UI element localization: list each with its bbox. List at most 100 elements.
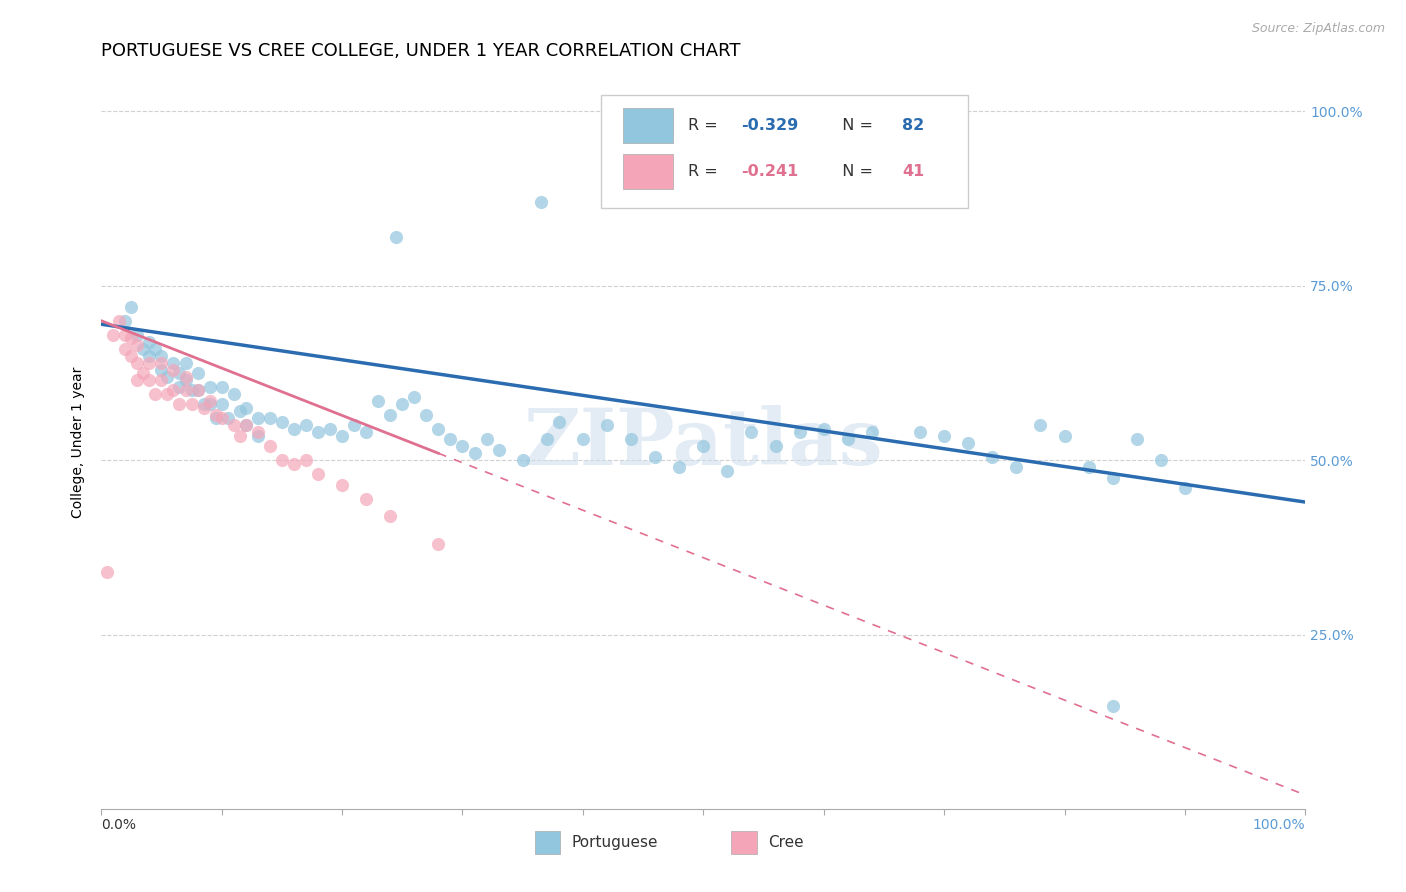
Point: [307, 467, 329, 482]
Point: [114, 314, 136, 328]
Point: [343, 418, 366, 433]
Point: [211, 397, 233, 411]
Point: [103, 327, 125, 342]
Point: [934, 429, 956, 443]
Point: [138, 334, 160, 349]
Point: [367, 393, 389, 408]
Point: [193, 401, 215, 415]
Point: [235, 401, 257, 415]
Point: [127, 327, 149, 342]
Point: [716, 464, 738, 478]
Point: [114, 327, 136, 342]
Point: [1005, 460, 1028, 475]
Point: [145, 387, 167, 401]
Point: [120, 300, 142, 314]
Point: [295, 453, 318, 467]
Text: PORTUGUESE VS CREE COLLEGE, UNDER 1 YEAR CORRELATION CHART: PORTUGUESE VS CREE COLLEGE, UNDER 1 YEAR…: [101, 42, 741, 60]
Point: [246, 411, 269, 425]
Point: [127, 338, 149, 352]
Text: Source: ZipAtlas.com: Source: ZipAtlas.com: [1251, 22, 1385, 36]
Point: [295, 418, 318, 433]
Text: R =: R =: [688, 164, 723, 179]
Point: [380, 509, 402, 524]
Point: [174, 384, 197, 398]
Point: [283, 422, 305, 436]
Point: [451, 439, 474, 453]
Text: 82: 82: [903, 118, 924, 133]
Point: [211, 380, 233, 394]
Point: [198, 393, 221, 408]
Point: [1101, 698, 1123, 713]
Point: [120, 331, 142, 345]
Point: [354, 425, 377, 440]
Point: [127, 355, 149, 369]
Point: [138, 349, 160, 363]
Point: [547, 415, 569, 429]
Point: [222, 418, 245, 433]
Text: -0.329: -0.329: [741, 118, 797, 133]
Point: [120, 349, 142, 363]
Point: [162, 355, 184, 369]
Text: 100.0%: 100.0%: [1253, 818, 1305, 832]
Text: 0.0%: 0.0%: [101, 818, 136, 832]
Point: [789, 425, 811, 440]
Point: [246, 425, 269, 440]
Point: [813, 422, 835, 436]
Point: [169, 366, 191, 380]
Point: [145, 342, 167, 356]
Point: [415, 408, 437, 422]
Point: [765, 439, 787, 453]
Point: [138, 373, 160, 387]
Point: [114, 342, 136, 356]
Point: [270, 415, 292, 429]
Point: [620, 433, 643, 447]
Point: [1053, 429, 1076, 443]
Point: [132, 342, 155, 356]
Point: [536, 433, 558, 447]
Point: [204, 408, 226, 422]
Point: [246, 429, 269, 443]
FancyBboxPatch shape: [600, 95, 969, 209]
Point: [198, 397, 221, 411]
Point: [427, 422, 450, 436]
Point: [1101, 471, 1123, 485]
Point: [530, 195, 553, 210]
Text: Cree: Cree: [768, 835, 804, 850]
Text: N =: N =: [832, 164, 879, 179]
Point: [427, 537, 450, 551]
Point: [150, 373, 173, 387]
Point: [169, 397, 191, 411]
Point: [385, 230, 408, 244]
Point: [198, 380, 221, 394]
Point: [380, 408, 402, 422]
Text: -0.241: -0.241: [741, 164, 797, 179]
Text: 41: 41: [903, 164, 924, 179]
Point: [162, 362, 184, 376]
Point: [259, 439, 281, 453]
Point: [981, 450, 1004, 464]
Point: [228, 429, 250, 443]
Point: [740, 425, 762, 440]
Point: [270, 453, 292, 467]
Point: [235, 418, 257, 433]
Point: [156, 369, 179, 384]
FancyBboxPatch shape: [623, 108, 673, 144]
Point: [174, 355, 197, 369]
Point: [439, 433, 461, 447]
Point: [391, 397, 413, 411]
Text: R =: R =: [688, 118, 723, 133]
Text: N =: N =: [832, 118, 879, 133]
Point: [512, 453, 534, 467]
Point: [572, 433, 595, 447]
Text: ZIPatlas: ZIPatlas: [523, 405, 883, 481]
Point: [222, 387, 245, 401]
Point: [463, 446, 485, 460]
Point: [127, 373, 149, 387]
Point: [235, 418, 257, 433]
Point: [187, 366, 209, 380]
Point: [1077, 460, 1099, 475]
Point: [837, 433, 859, 447]
Text: Portuguese: Portuguese: [571, 835, 658, 850]
Point: [228, 404, 250, 418]
Point: [193, 397, 215, 411]
